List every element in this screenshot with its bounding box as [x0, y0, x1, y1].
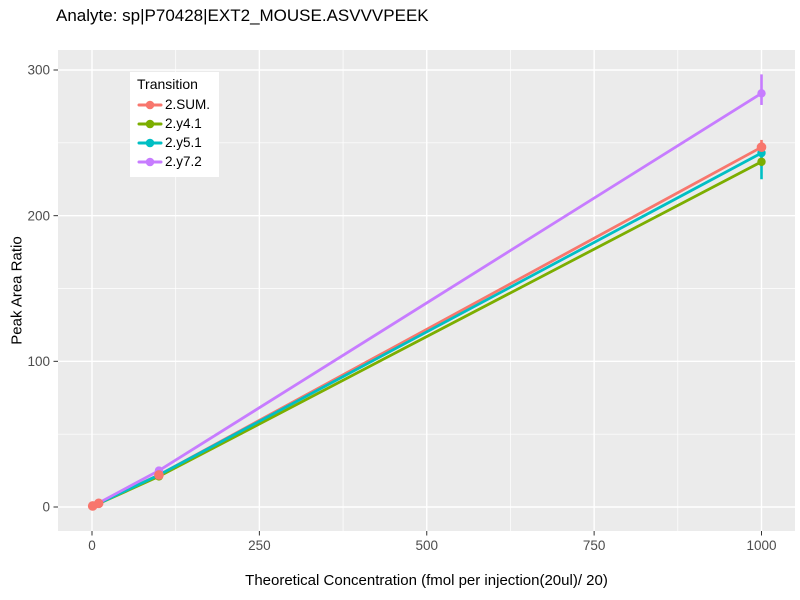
x-tick-label: 1000: [746, 538, 776, 553]
x-axis-title: Theoretical Concentration (fmol per inje…: [245, 572, 608, 589]
legend-item-2.y5.1: 2.y5.1: [137, 133, 210, 152]
legend-key-dot: [145, 100, 155, 109]
legend-item-2.y4.1: 2.y4.1: [137, 114, 210, 133]
legend-key-dot: [145, 138, 155, 147]
y-tick-label: 200: [27, 208, 50, 223]
y-axis-title-wrap: Peak Area Ratio: [0, 50, 34, 531]
y-tick-label: 100: [27, 354, 50, 369]
legend-marker-icon: [137, 157, 163, 166]
legend-key-dot: [145, 119, 155, 128]
legend-label: 2.SUM.: [165, 97, 211, 112]
data-point-2.y4.1: [757, 157, 766, 166]
y-tick-label: 0: [42, 500, 50, 515]
x-tick-label: 0: [88, 538, 96, 553]
legend-marker-icon: [137, 100, 163, 109]
legend-key-dot: [145, 157, 155, 166]
legend-marker-icon: [137, 138, 163, 147]
data-point-2.y7.2: [757, 89, 766, 98]
legend-label: 2.y5.1: [165, 135, 202, 150]
data-point-2.SUM.: [93, 498, 104, 509]
legend: Transition 2.SUM. 2.y4.1 2.y5.1 2.y7.2: [130, 72, 220, 177]
chart-title: Analyte: sp|P70428|EXT2_MOUSE.ASVVVPEEK: [56, 6, 429, 25]
legend-marker-icon: [137, 119, 163, 128]
legend-item-2.SUM.: 2.SUM.: [137, 95, 210, 114]
y-tick-label: 300: [27, 63, 50, 78]
legend-item-2.y7.2: 2.y7.2: [137, 152, 210, 171]
x-tick-label: 250: [248, 538, 271, 553]
x-tick-label: 750: [583, 538, 606, 553]
legend-title: Transition: [137, 76, 198, 92]
legend-label: 2.y4.1: [165, 116, 202, 131]
legend-items: 2.SUM. 2.y4.1 2.y5.1 2.y7.2: [137, 95, 210, 171]
data-point-2.SUM.: [756, 142, 767, 153]
legend-label: 2.y7.2: [165, 154, 202, 169]
data-point-2.SUM.: [154, 470, 164, 480]
x-tick-label: 500: [415, 538, 438, 553]
y-axis-title: Peak Area Ratio: [8, 236, 26, 345]
